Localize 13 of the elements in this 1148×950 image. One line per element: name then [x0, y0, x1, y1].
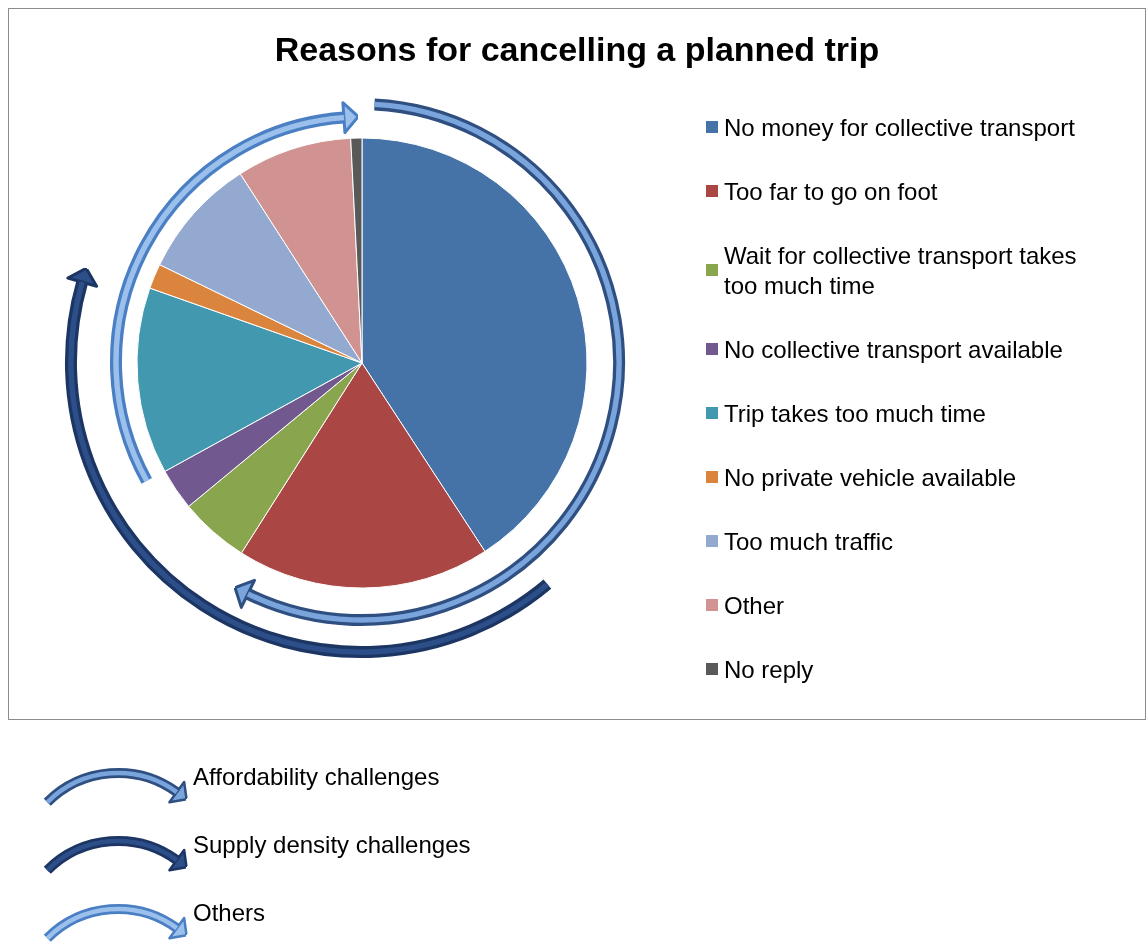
- legend-label: Too far to go on foot: [724, 177, 938, 205]
- text: Affordability challenges: [193, 763, 440, 791]
- legend-label: No reply: [724, 655, 814, 683]
- chart-title: Reasons for cancelling a planned trip: [274, 30, 880, 68]
- legend-label: Other: [724, 591, 785, 619]
- legend-label: Too much traffic: [724, 527, 893, 555]
- legend-label: No collective transport available: [724, 335, 1063, 363]
- text: Others: [193, 899, 266, 927]
- legend-label: No private vehicle available: [724, 463, 1017, 491]
- legend-label: Wait for collective transport takes too much time: [724, 241, 1084, 299]
- legend-label: Trip takes too much time: [724, 399, 986, 427]
- legend-label: No money for collective transport: [724, 113, 1076, 141]
- text: Supply density challenges: [193, 831, 471, 859]
